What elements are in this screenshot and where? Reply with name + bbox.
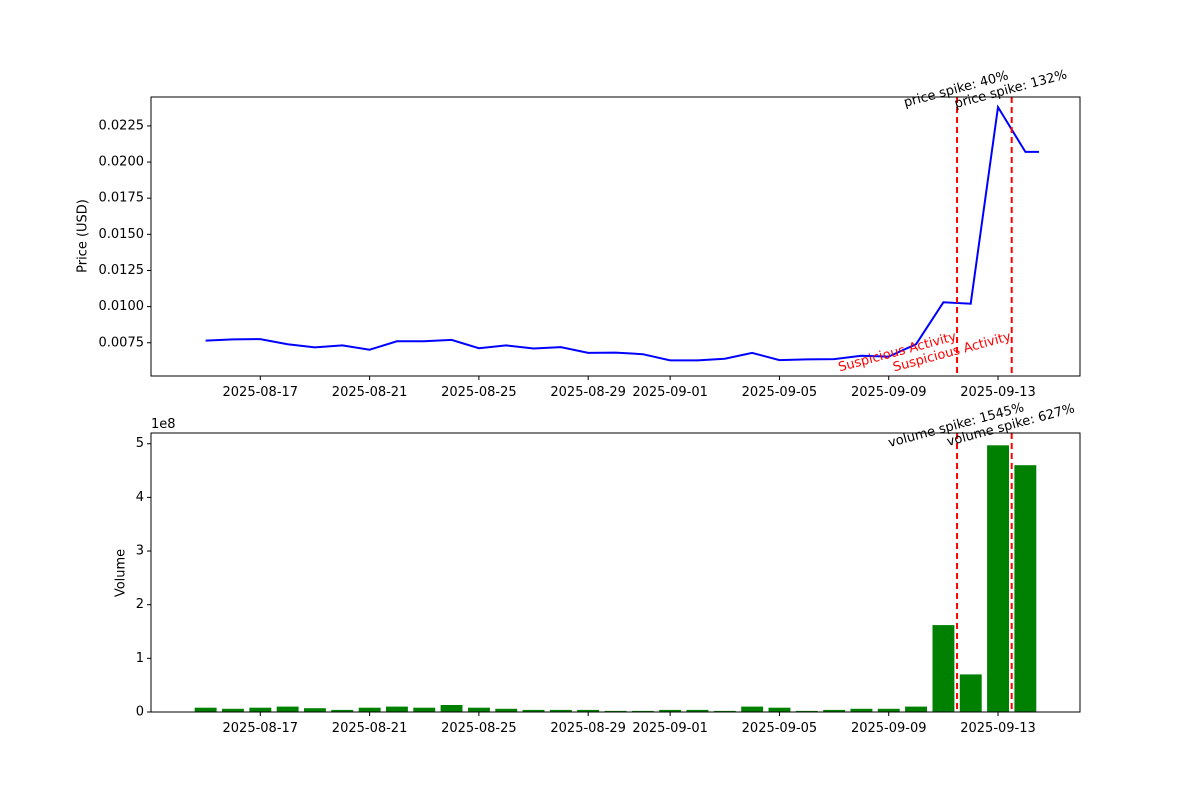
volume-bar xyxy=(823,709,846,712)
volume-y-tick-label: 2 xyxy=(136,597,144,612)
volume-bar xyxy=(713,710,736,712)
volume-x-tick-label: 2025-09-01 xyxy=(632,721,708,736)
volume-x-tick-label: 2025-09-09 xyxy=(851,721,927,736)
volume-bar xyxy=(468,707,490,712)
volume-y-tick-label: 3 xyxy=(136,544,144,559)
price-y-tick-label: 0.0175 xyxy=(99,191,145,206)
price-y-tick-label: 0.0200 xyxy=(99,155,145,170)
volume-bars xyxy=(194,445,1037,712)
volume-bar xyxy=(877,708,900,712)
volume-bar xyxy=(194,707,217,712)
volume-x-tick-label: 2025-08-25 xyxy=(441,721,517,736)
volume-bar xyxy=(631,710,654,712)
price-y-tick-label: 0.0100 xyxy=(99,299,145,314)
price-plot-frame xyxy=(150,96,1081,377)
volume-bar xyxy=(222,708,244,712)
volume-x-ticks: 2025-08-17 2025-08-21 2025-08-25 2025-08-29… xyxy=(223,712,1036,736)
price-y-tick-label: 0.0125 xyxy=(99,263,145,278)
volume-bar xyxy=(932,625,955,712)
volume-x-tick-label: 2025-08-17 xyxy=(223,721,299,736)
volume-bar xyxy=(276,706,299,712)
volume-y-ticks: 0 1 2 3 4 5 xyxy=(136,436,151,720)
volume-bar xyxy=(549,709,572,712)
volume-ylabel: Volume xyxy=(114,549,129,597)
volume-bar xyxy=(331,709,354,712)
price-x-tick-label: 2025-08-17 xyxy=(223,385,299,400)
price-x-tick-label: 2025-09-09 xyxy=(851,385,927,400)
price-x-tick-label: 2025-08-29 xyxy=(550,385,626,400)
volume-bar xyxy=(987,445,1009,712)
price-y-ticks: 0.0075 0.0100 0.0125 0.0150 0.0175 0.0200 0.02… xyxy=(99,118,151,350)
price-chart: Price (USD) 0.0075 0.0100 0.0125 0.0150 0.01… xyxy=(76,67,1081,400)
price-x-tick-label: 2025-08-21 xyxy=(332,385,408,400)
volume-x-tick-label: 2025-08-29 xyxy=(550,721,626,736)
volume-bar xyxy=(604,710,627,712)
volume-bar xyxy=(413,707,436,712)
price-ylabel: Price (USD) xyxy=(76,199,91,273)
volume-bar xyxy=(768,707,791,712)
price-y-tick-label: 0.0225 xyxy=(99,118,145,133)
volume-bar xyxy=(850,708,873,712)
volume-bar xyxy=(358,707,381,712)
volume-bar xyxy=(577,709,600,712)
volume-bar xyxy=(1014,465,1037,712)
volume-plot-frame xyxy=(150,432,1081,713)
volume-bar xyxy=(905,706,927,712)
volume-bar xyxy=(686,709,709,712)
volume-bar xyxy=(795,710,818,712)
volume-y-tick-label: 5 xyxy=(136,436,144,451)
volume-y-tick-label: 0 xyxy=(136,705,144,720)
volume-bar xyxy=(522,709,545,712)
volume-bar xyxy=(386,706,408,712)
volume-x-tick-label: 2025-09-05 xyxy=(742,721,818,736)
volume-bar xyxy=(741,706,764,712)
volume-bar xyxy=(304,708,326,712)
price-x-tick-label: 2025-09-05 xyxy=(742,385,818,400)
price-y-tick-label: 0.0150 xyxy=(99,227,145,242)
price-line xyxy=(205,104,1039,362)
price-x-tick-label: 2025-09-01 xyxy=(632,385,708,400)
volume-bar xyxy=(959,674,982,712)
volume-y-tick-label: 1 xyxy=(136,651,144,666)
volume-x-tick-label: 2025-09-13 xyxy=(960,721,1036,736)
price-x-tick-label: 2025-09-13 xyxy=(960,385,1036,400)
volume-bar xyxy=(249,707,272,712)
price-y-tick-label: 0.0075 xyxy=(99,335,145,350)
volume-y-tick-label: 4 xyxy=(136,490,144,505)
price-x-tick-label: 2025-08-25 xyxy=(441,385,517,400)
price-x-ticks: 2025-08-17 2025-08-21 2025-08-25 2025-08-29… xyxy=(223,376,1036,400)
volume-bar xyxy=(495,708,518,712)
volume-x-tick-label: 2025-08-21 xyxy=(332,721,408,736)
volume-bar xyxy=(440,705,463,712)
volume-bar xyxy=(659,709,682,712)
volume-y-multiplier: 1e8 xyxy=(151,417,176,432)
